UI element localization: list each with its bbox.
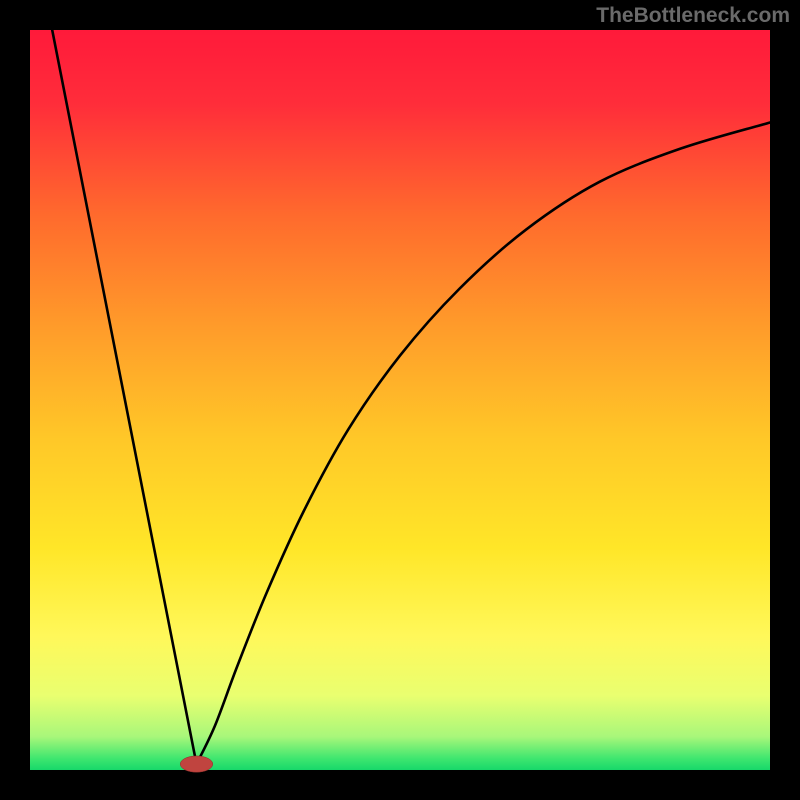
watermark-text: TheBottleneck.com: [596, 4, 790, 28]
bottleneck-chart: [0, 0, 800, 800]
minimum-marker: [180, 756, 213, 772]
chart-container: TheBottleneck.com: [0, 0, 800, 800]
plot-background: [30, 30, 770, 770]
